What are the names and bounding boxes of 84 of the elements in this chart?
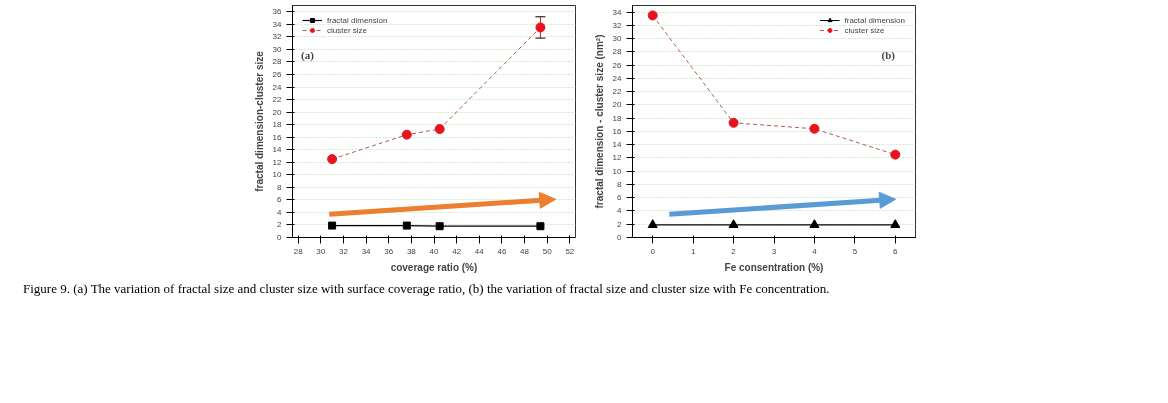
x-axis-title: coverage ratio (%) — [390, 261, 478, 273]
y-tick-label: 34 — [272, 19, 283, 29]
x-tick-label: 28 — [293, 246, 304, 256]
x-tick-label: 44 — [474, 246, 485, 256]
y-tick-label: 32 — [612, 20, 623, 30]
point — [890, 219, 901, 228]
point — [401, 129, 412, 140]
y-tick-label: 28 — [272, 57, 283, 67]
x-tick-label: 48 — [520, 246, 530, 256]
y-tick-label: 14 — [612, 140, 623, 150]
y-tick-label: 14 — [272, 145, 283, 155]
x-tick-label: 42 — [452, 246, 462, 256]
y-tick-label: 34 — [612, 7, 623, 17]
y-tick-label: 36 — [272, 7, 283, 17]
annotation: (a) — [300, 49, 315, 63]
point — [434, 124, 445, 135]
y-tick-label: 4 — [617, 206, 623, 216]
x-tick-label: 52 — [565, 246, 575, 256]
y-tick-label: 0 — [617, 233, 623, 242]
x-tick-label: 36 — [384, 246, 394, 256]
y-tick-label: 2 — [617, 219, 623, 229]
y-tick-label: 30 — [272, 44, 283, 54]
x-tick-label: 2 — [731, 246, 737, 256]
legend-label: fractal dimension — [844, 15, 905, 25]
point — [402, 221, 411, 230]
x-tick-label: 4 — [812, 246, 818, 256]
y-tick-label: 18 — [272, 120, 283, 130]
point — [728, 117, 739, 128]
x-tick-label: 1 — [690, 246, 696, 256]
x-tick-label: 6 — [893, 246, 899, 256]
y-axis-title: fractal dimension - cluster size (nm²) — [593, 34, 605, 209]
point — [728, 219, 739, 228]
y-tick-label: 26 — [272, 69, 283, 79]
y-tick-label: 4 — [277, 207, 283, 217]
y-tick-label: 8 — [277, 182, 283, 192]
x-tick-label: 46 — [497, 246, 507, 256]
y-tick-label: 6 — [277, 195, 283, 205]
point — [809, 219, 820, 228]
y-tick-label: 6 — [617, 193, 623, 203]
y-tick-label: 22 — [612, 87, 623, 97]
y-tick-label: 12 — [272, 157, 283, 167]
annotation: (b) — [881, 49, 896, 63]
y-axis-title: fractal dimension-cluster size — [253, 50, 265, 192]
x-tick-label: 50 — [542, 246, 553, 256]
x-tick-label: 30 — [316, 246, 326, 256]
y-tick-label: 24 — [272, 82, 283, 92]
y-tick-label: 26 — [612, 60, 623, 70]
point — [536, 222, 545, 231]
point — [809, 123, 820, 134]
y-tick-label: 22 — [272, 95, 283, 105]
y-tick-label: 0 — [277, 233, 283, 242]
y-tick-label: 30 — [612, 34, 623, 44]
x-tick-label: 0 — [650, 246, 656, 256]
y-tick-label: 28 — [612, 47, 623, 57]
x-tick-label: 40 — [429, 246, 439, 256]
x-tick-label: 3 — [771, 246, 777, 256]
x-axis-title: Fe consentration (%) — [724, 261, 824, 273]
legend-label: fractal dimension — [327, 15, 388, 25]
caption: Figure 9. (a) The variation of fractal size and cluster size with surface coverage ratio, (b) the variation of fractal size and cluster size with Fe concentration. — [23, 280, 830, 298]
y-tick-label: 16 — [272, 132, 283, 142]
y-tick-label: 32 — [272, 32, 283, 42]
y-tick-label: 16 — [612, 126, 623, 136]
legend-label: cluster size — [327, 25, 368, 35]
point — [328, 221, 337, 230]
x-tick-label: 34 — [361, 246, 372, 256]
legend-label: cluster size — [844, 25, 885, 35]
point — [647, 10, 658, 21]
point — [327, 154, 338, 165]
y-tick-label: 20 — [272, 107, 283, 117]
y-tick-label: 20 — [612, 100, 623, 110]
y-tick-label: 10 — [272, 170, 283, 180]
point — [435, 222, 444, 231]
x-tick-label: 32 — [338, 246, 349, 256]
x-tick-label: 38 — [406, 246, 417, 256]
point — [647, 219, 658, 228]
y-tick-label: 8 — [617, 179, 623, 189]
x-tick-label: 5 — [852, 246, 858, 256]
point — [890, 149, 901, 160]
point — [535, 22, 546, 33]
y-tick-label: 2 — [277, 220, 283, 230]
y-tick-label: 18 — [612, 113, 623, 123]
y-tick-label: 10 — [612, 166, 623, 176]
y-tick-label: 24 — [612, 73, 623, 83]
y-tick-label: 12 — [612, 153, 623, 163]
